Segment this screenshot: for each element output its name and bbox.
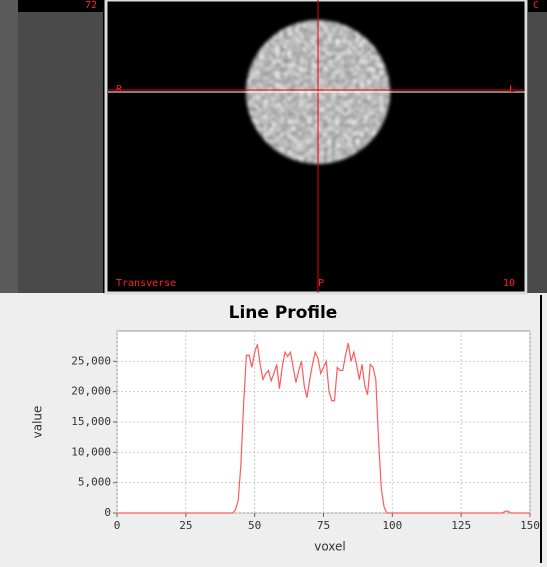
chart-title: Line Profile — [229, 303, 338, 323]
panel-label: C — [533, 0, 539, 11]
view-label: Transverse — [116, 278, 176, 289]
x-axis-label: voxel — [314, 540, 346, 554]
app: 72 C R L Transverse P 10 Line Profile vo… — [0, 0, 547, 563]
x-tick-label: 150 — [520, 519, 540, 532]
x-tick-label: 125 — [451, 519, 471, 532]
y-tick-label: 25,000 — [71, 354, 111, 367]
x-tick-label: 75 — [317, 519, 330, 532]
left-panel — [18, 12, 103, 293]
y-tick-label: 0 — [104, 506, 111, 519]
y-tick-label: 20,000 — [71, 385, 111, 398]
page: 72 C R L Transverse P 10 Line Profile vo… — [0, 0, 547, 563]
panel-label: 72 — [85, 0, 97, 11]
left-edge — [0, 0, 18, 293]
x-tick-label: 0 — [114, 519, 121, 532]
y-tick-label: 15,000 — [71, 415, 111, 428]
y-axis-label: value — [31, 406, 45, 439]
x-tick-label: 50 — [248, 519, 261, 532]
x-tick-label: 100 — [382, 519, 402, 532]
orientation-label: L — [509, 84, 515, 95]
slice-label: 10 — [503, 278, 515, 289]
orientation-label: R — [116, 84, 123, 95]
y-tick-label: 5,000 — [78, 476, 111, 489]
x-tick-label: 25 — [179, 519, 192, 532]
y-tick-label: 10,000 — [71, 445, 111, 458]
right-panel — [528, 12, 547, 293]
orientation-label: P — [318, 278, 324, 289]
